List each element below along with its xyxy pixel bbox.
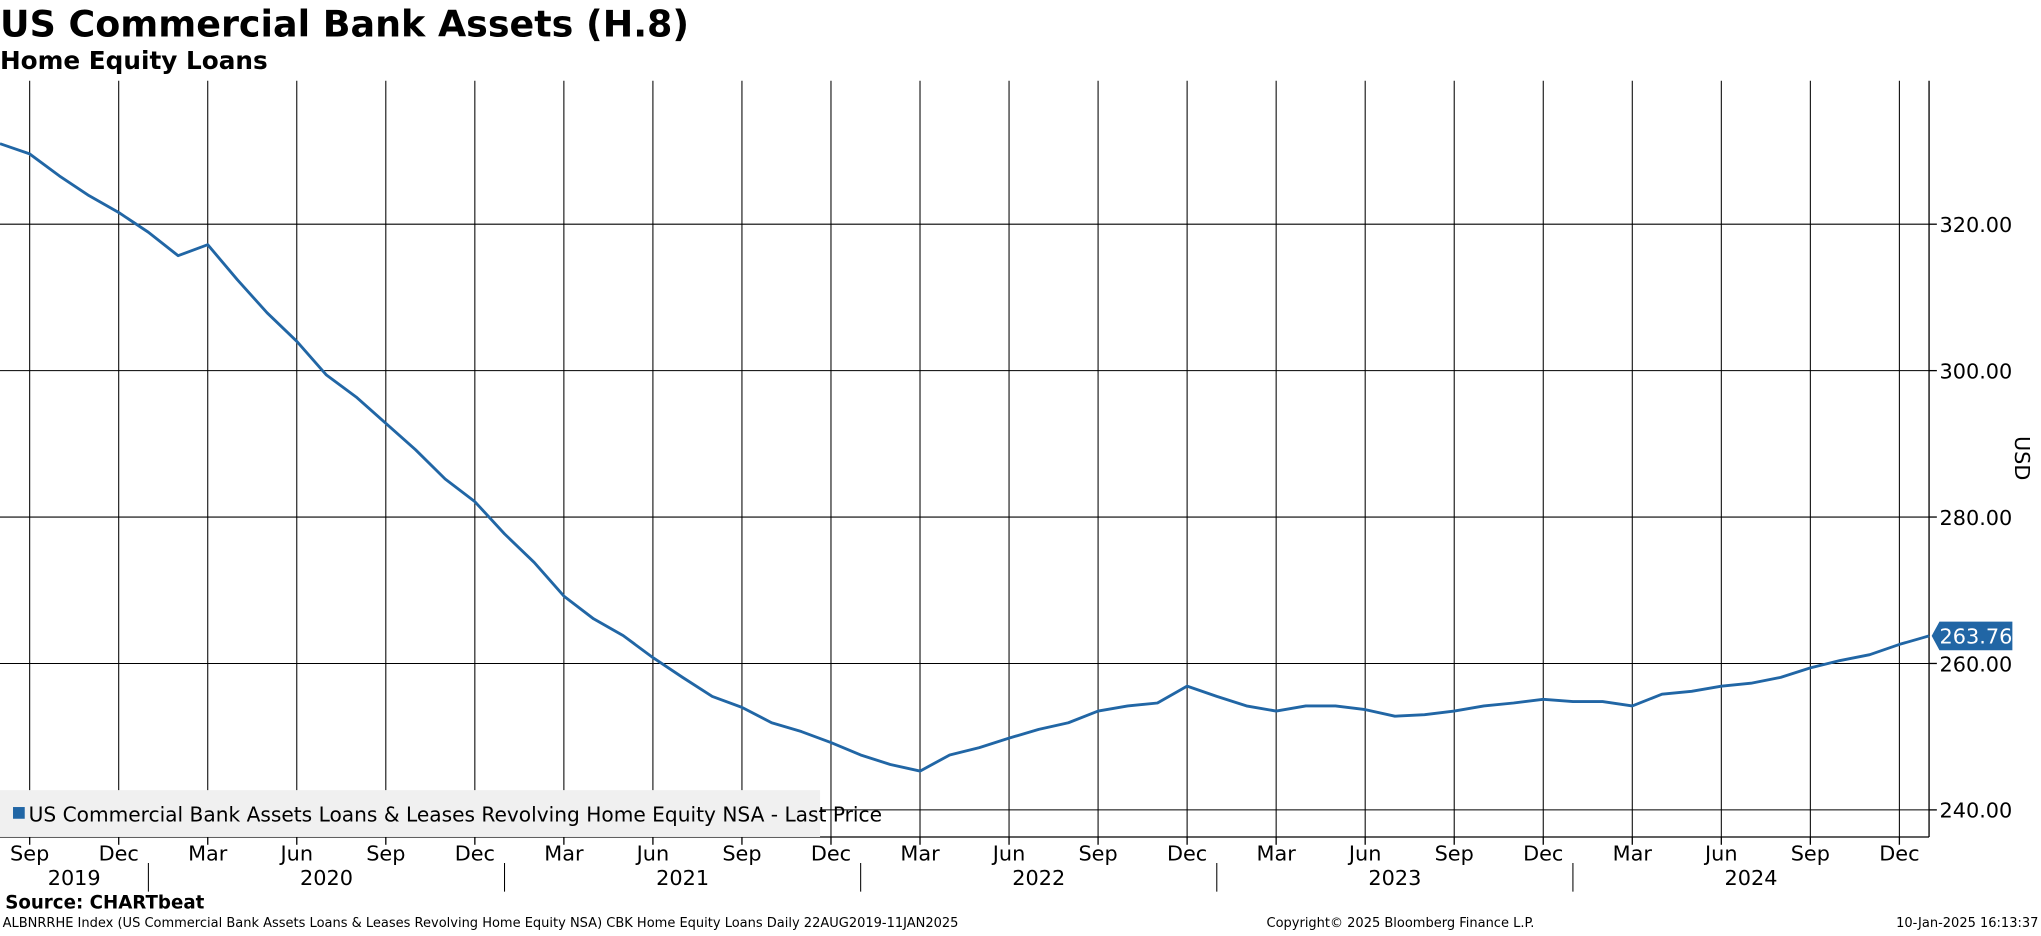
- line-series: [0, 142, 1930, 773]
- x-tick-label: Dec: [455, 841, 495, 865]
- x-tick-label: Sep: [722, 841, 761, 865]
- y-tick-label: 300.00: [1939, 359, 2012, 383]
- legend-label: US Commercial Bank Assets Loans & Leases…: [29, 802, 882, 826]
- source: Source: CHARTbeat: [5, 893, 204, 914]
- y-axis-label: USD: [2010, 436, 2034, 480]
- footer-center: Copyright© 2025 Bloomberg Finance L.P.: [1267, 916, 1535, 931]
- y-tick-label: 240.00: [1939, 799, 2012, 823]
- year-label: 2019: [48, 866, 101, 890]
- x-tick-label: Mar: [544, 841, 584, 865]
- footer-right: 10-Jan-2025 16:13:37: [1896, 916, 2038, 931]
- year-label: 2023: [1368, 866, 1421, 890]
- x-tick-label: Jun: [279, 841, 314, 865]
- y-tick-label: 280.00: [1939, 506, 2012, 530]
- legend-swatch: [13, 807, 25, 819]
- year-label: 2022: [1012, 866, 1065, 890]
- x-tick-label: Mar: [1257, 841, 1297, 865]
- y-tick-label: 260.00: [1939, 652, 2012, 676]
- y-tick-label: 320.00: [1939, 213, 2012, 237]
- x-tick-label: Sep: [1078, 841, 1117, 865]
- chart-subtitle: Home Equity Loans: [0, 46, 268, 75]
- x-tick-label: Sep: [1791, 841, 1830, 865]
- x-tick-label: Dec: [1167, 841, 1207, 865]
- x-tick-label: Jun: [991, 841, 1026, 865]
- x-tick-label: Jun: [1347, 841, 1382, 865]
- legend-box: [0, 790, 821, 837]
- x-tick-label: Sep: [1435, 841, 1474, 865]
- footer-left: ALBNRRHE Index (US Commercial Bank Asset…: [3, 916, 959, 931]
- x-tick-label: Dec: [811, 841, 851, 865]
- x-tick-label: Dec: [1523, 841, 1563, 865]
- x-tick-label: Mar: [1613, 841, 1653, 865]
- x-tick-label: Jun: [1703, 841, 1738, 865]
- x-tick-label: Jun: [635, 841, 670, 865]
- x-tick-label: Sep: [366, 841, 405, 865]
- x-tick-label: Dec: [99, 841, 139, 865]
- year-label: 2024: [1725, 866, 1778, 890]
- year-label: 2021: [656, 866, 709, 890]
- x-tick-label: Mar: [188, 841, 228, 865]
- x-tick-label: Dec: [1879, 841, 1919, 865]
- last-value-label: 263.76: [1940, 625, 2013, 649]
- year-label: 2020: [300, 866, 353, 890]
- chart-title: US Commercial Bank Assets (H.8): [0, 2, 689, 45]
- last-value-box: [1931, 621, 2013, 651]
- x-tick-label: Sep: [10, 841, 49, 865]
- x-tick-label: Mar: [900, 841, 940, 865]
